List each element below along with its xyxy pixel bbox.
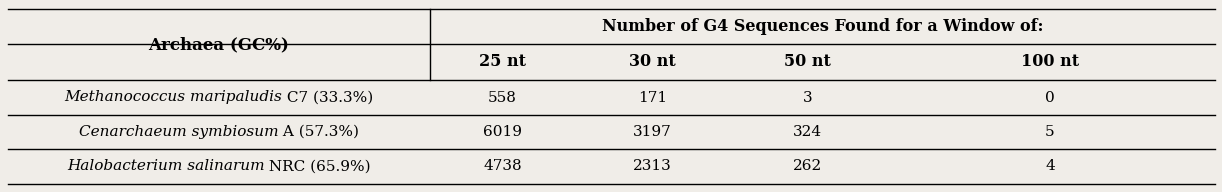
- Text: 30 nt: 30 nt: [629, 54, 676, 70]
- Text: C7 (33.3%): C7 (33.3%): [282, 90, 374, 104]
- Text: Halobacterium salinarum: Halobacterium salinarum: [67, 160, 264, 174]
- Text: 2313: 2313: [633, 160, 672, 174]
- Text: NRC (65.9%): NRC (65.9%): [264, 160, 371, 174]
- Text: 50 nt: 50 nt: [785, 54, 831, 70]
- Text: Archaea (GC%): Archaea (GC%): [149, 36, 290, 53]
- Text: 0: 0: [1045, 90, 1055, 104]
- Text: 3197: 3197: [633, 125, 672, 139]
- Text: A (57.3%): A (57.3%): [279, 125, 359, 139]
- Text: 3: 3: [803, 90, 813, 104]
- Text: Cenarchaeum symbiosum: Cenarchaeum symbiosum: [78, 125, 279, 139]
- Text: 324: 324: [793, 125, 822, 139]
- Text: 100 nt: 100 nt: [1020, 54, 1079, 70]
- Text: 4738: 4738: [483, 160, 522, 174]
- Text: 558: 558: [488, 90, 517, 104]
- Text: 171: 171: [638, 90, 667, 104]
- Text: 25 nt: 25 nt: [479, 54, 525, 70]
- Text: Number of G4 Sequences Found for a Window of:: Number of G4 Sequences Found for a Windo…: [601, 18, 1044, 35]
- Text: 262: 262: [793, 160, 822, 174]
- Text: Methanococcus maripaludis: Methanococcus maripaludis: [65, 90, 282, 104]
- Text: 6019: 6019: [483, 125, 522, 139]
- Text: 4: 4: [1045, 160, 1055, 174]
- Text: 5: 5: [1045, 125, 1055, 139]
